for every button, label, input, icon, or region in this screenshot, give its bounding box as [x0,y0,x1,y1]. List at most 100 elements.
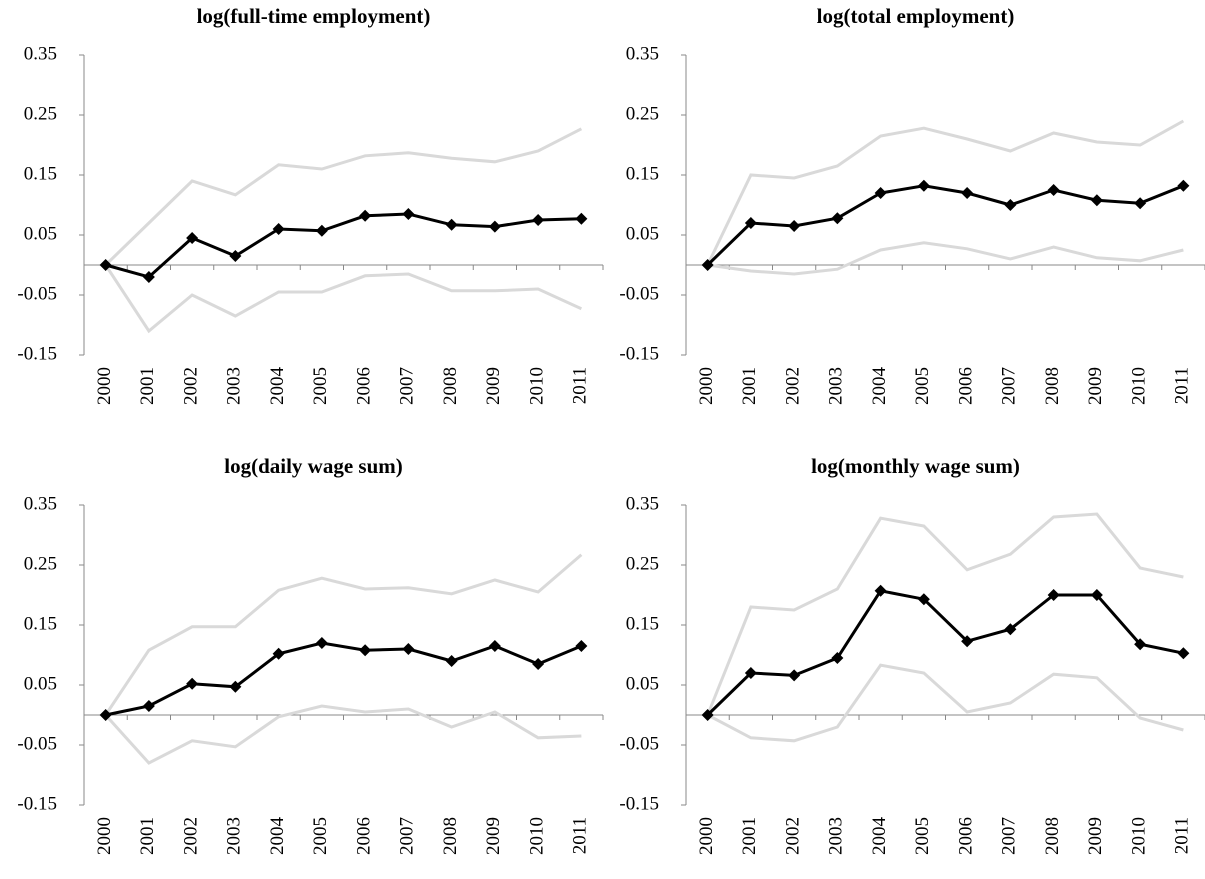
x-tick-label: 2002 [782,817,803,855]
marker [142,271,155,283]
y-tick-label: 0.35 [24,43,57,64]
marker [961,187,974,199]
y-tick-label: 0.25 [24,553,57,574]
x-tick-label: 2011 [570,367,591,404]
x-tick-label: 2004 [869,817,890,856]
y-tick-label: 0.05 [24,223,57,244]
marker [1004,623,1017,636]
y-tick-label: 0.35 [626,493,659,514]
series-line [706,119,1185,266]
x-tick-label: 2008 [440,367,461,405]
marker [1004,199,1017,211]
y-tick-label: 0.15 [24,613,57,634]
x-tick-label: 2011 [570,817,591,854]
x-tick-label: 2010 [526,817,547,855]
x-tick-label: 2001 [137,817,158,855]
x-tick-label: 2005 [310,817,331,855]
x-tick-label: 2005 [912,817,933,855]
y-tick-label: 0.15 [24,163,57,184]
y-tick-label: -0.05 [17,283,57,304]
x-tick-label: 2003 [224,817,245,855]
x-tick-label: 2011 [1172,817,1193,854]
series-line [105,212,582,279]
x-tick-label: 2002 [782,367,803,405]
y-tick-label: 0.35 [24,493,57,514]
marker [874,187,887,199]
y-tick-label: 0.05 [24,673,57,694]
marker [575,212,588,225]
marker [99,709,112,721]
x-tick-label: 2009 [483,817,504,855]
series-line [104,553,583,716]
x-tick-label: 2002 [180,817,201,855]
marker [831,652,844,664]
marker [1134,197,1147,210]
x-tick-label: 2006 [353,817,374,855]
x-tick-label: 2003 [826,817,847,855]
x-tick-label: 2010 [1128,817,1149,855]
x-tick-label: 2004 [267,367,288,406]
y-tick-label: 0.25 [626,553,659,574]
x-tick-label: 2008 [440,817,461,855]
marker [488,220,501,233]
y-tick-label: 0.15 [626,163,659,184]
series-line [104,704,582,765]
marker [788,669,801,682]
marker [532,214,545,226]
marker [961,635,974,648]
marker [532,658,545,670]
marker [359,644,372,657]
y-tick-label: 0.15 [626,613,659,634]
y-tick-label: 0.05 [626,673,659,694]
x-tick-label: 2006 [955,367,976,405]
x-tick-label: 2004 [267,817,288,856]
y-tick-label: 0.25 [626,103,659,124]
series-line [104,264,582,334]
marker [99,259,112,271]
x-tick-label: 2001 [739,817,760,855]
x-tick-label: 2011 [1172,367,1193,404]
x-tick-label: 2003 [826,367,847,405]
x-tick-label: 2000 [94,367,115,405]
marker [186,677,199,690]
marker [359,209,372,222]
x-tick-label: 2007 [999,817,1020,855]
chart-title: log(daily wage sum) [224,454,403,478]
marker [1047,589,1060,601]
marker [272,647,285,660]
series-line [706,589,1184,717]
series-line [706,184,1184,267]
marker [445,655,458,667]
x-tick-label: 2004 [869,367,890,406]
x-tick-label: 2001 [137,367,158,405]
marker [272,223,285,235]
chart-title: log(total employment) [817,4,1015,28]
marker [402,208,415,220]
series-line [105,641,582,717]
marker [445,218,458,231]
x-tick-label: 2005 [310,367,331,405]
x-tick-label: 2010 [526,367,547,405]
marker [874,584,887,597]
x-tick-label: 2010 [1128,367,1149,405]
marker [315,637,328,649]
y-tick-label: -0.05 [619,733,659,754]
marker [831,212,844,225]
y-tick-label: -0.15 [619,343,659,364]
marker [917,593,930,606]
x-tick-label: 2000 [94,817,115,855]
y-tick-label: -0.05 [17,733,57,754]
marker [1177,647,1190,660]
x-tick-label: 2007 [999,367,1020,405]
x-tick-label: 2005 [912,367,933,405]
y-tick-label: 0.25 [24,103,57,124]
x-tick-label: 2006 [955,817,976,855]
x-tick-label: 2007 [397,817,418,855]
chart-title: log(full-time employment) [197,4,431,28]
chart-title: log(monthly wage sum) [811,454,1020,478]
marker [402,643,415,655]
x-tick-label: 2008 [1042,367,1063,405]
marker [701,709,714,721]
x-tick-label: 2003 [224,367,245,405]
